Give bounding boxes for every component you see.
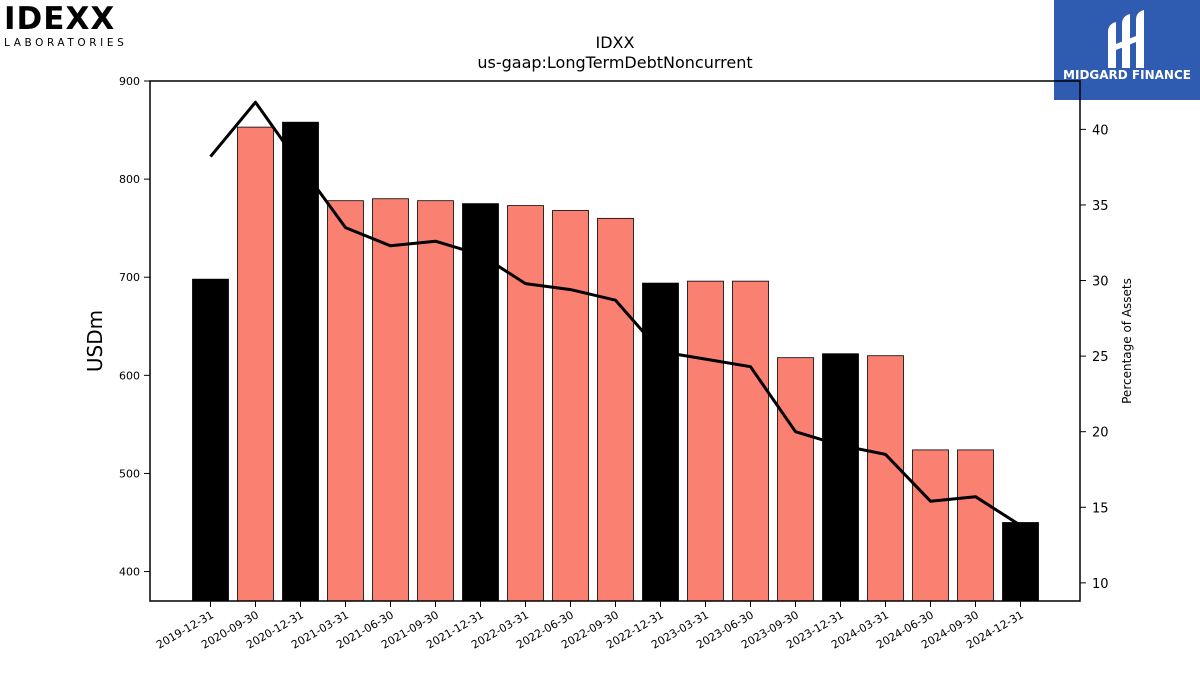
y2-tick-label: 10 xyxy=(1092,577,1109,592)
midgard-finance-name: MIDGARD FINANCE xyxy=(1063,68,1191,82)
midgard-emblem-icon xyxy=(1108,10,1144,68)
idexx-logo-subtitle: LABORATORIES xyxy=(4,37,128,49)
y2-tick-label: 35 xyxy=(1092,199,1109,214)
bar xyxy=(732,280,769,602)
bar xyxy=(372,198,409,602)
bar xyxy=(327,200,364,602)
chart-subtitle: us-gaap:LongTermDebtNoncurrent xyxy=(477,53,752,72)
bar xyxy=(597,217,634,602)
bar xyxy=(777,357,814,602)
bar xyxy=(192,278,229,602)
bar xyxy=(822,353,859,602)
percentage-line xyxy=(209,100,1022,527)
chart-title: IDXX xyxy=(596,33,635,52)
bar xyxy=(552,210,589,602)
bar-series xyxy=(192,121,1039,602)
y2-tick-label: 15 xyxy=(1092,501,1109,516)
midgard-finance-logo: MIDGARD FINANCE xyxy=(1054,0,1200,100)
y2-tick-label: 25 xyxy=(1092,350,1109,365)
bar xyxy=(462,203,499,602)
y-tick-label: 600 xyxy=(119,369,140,382)
left-axis-label: USDm xyxy=(83,310,107,372)
left-axis: 400 500 600 700 800 900 xyxy=(119,75,150,579)
y-tick-label: 500 xyxy=(119,467,140,480)
bar xyxy=(687,280,724,602)
y2-tick-label: 30 xyxy=(1092,275,1109,290)
bar xyxy=(1002,522,1039,602)
y-tick-label: 400 xyxy=(119,566,140,579)
bar xyxy=(417,200,454,602)
y2-tick-label: 40 xyxy=(1092,123,1109,138)
idexx-logo: IDEXX LABORATORIES xyxy=(4,4,154,50)
bar xyxy=(867,355,904,602)
y-tick-label: 800 xyxy=(119,173,140,186)
x-axis: 2019-12-312020-09-302020-12-312021-03-31… xyxy=(154,601,1026,652)
bar xyxy=(282,121,319,602)
right-axis-label: Percentage of Assets xyxy=(1120,278,1134,404)
bar xyxy=(237,126,274,602)
right-axis: 10 15 20 25 30 35 40 xyxy=(1080,123,1109,592)
y-tick-label: 700 xyxy=(119,271,140,284)
idexx-logo-wordmark: IDEXX xyxy=(4,1,116,37)
bar xyxy=(642,282,679,602)
y-tick-label: 900 xyxy=(119,75,140,88)
y2-tick-label: 20 xyxy=(1092,426,1109,441)
bar xyxy=(912,449,949,602)
bar xyxy=(507,205,544,602)
bar xyxy=(957,449,994,602)
